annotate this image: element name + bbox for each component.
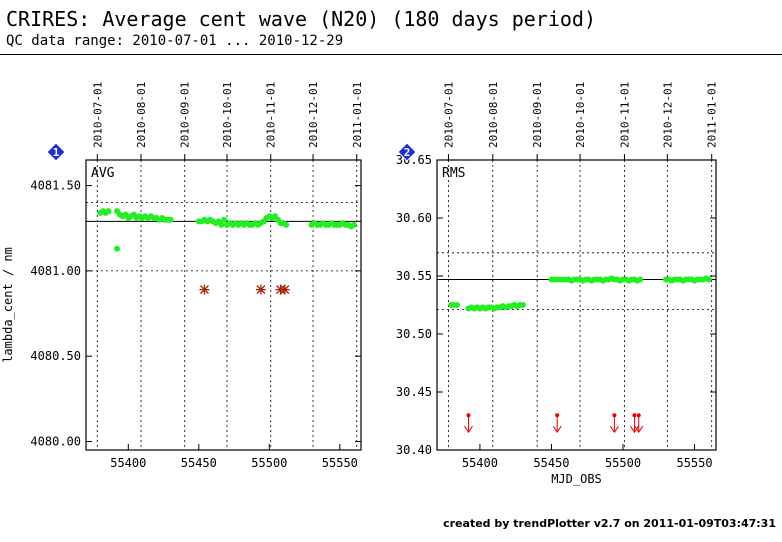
date-tick-label: 2010-10-01 bbox=[221, 82, 234, 148]
outlier-marker bbox=[199, 284, 210, 295]
data-point bbox=[454, 302, 461, 308]
date-tick-label: 2010-12-01 bbox=[661, 82, 674, 148]
panel-number: 2 bbox=[404, 146, 411, 159]
data-point bbox=[350, 221, 357, 228]
out-of-range-arrow bbox=[609, 413, 619, 434]
rms-panel: 2010-07-01 2010-08-01 2010-09-01 2010-10-01… bbox=[396, 82, 719, 486]
date-tick-label: 2010-08-01 bbox=[135, 82, 148, 148]
out-of-range-arrow bbox=[630, 413, 639, 434]
y-tick-label: 30.55 bbox=[396, 269, 432, 283]
x-tick-label: 55400 bbox=[462, 456, 498, 470]
data-point bbox=[105, 208, 112, 215]
panel-number-badge bbox=[397, 142, 417, 162]
x-tick-label: 55500 bbox=[605, 456, 641, 470]
date-tick-label: 2011-01-01 bbox=[706, 82, 719, 148]
date-tick-label: 2011-01-01 bbox=[351, 82, 364, 148]
plot-frame bbox=[85, 159, 362, 451]
arrow-head bbox=[464, 425, 473, 434]
x-tick-label: 55550 bbox=[676, 456, 712, 470]
panel-label: AVG bbox=[91, 166, 115, 181]
plot-frame bbox=[436, 159, 717, 451]
y-tick-label: 4081.50 bbox=[30, 179, 81, 193]
date-tick-label: 2010-07-01 bbox=[442, 82, 455, 148]
arrow-head bbox=[552, 425, 562, 434]
y-tick-label: 4080.00 bbox=[30, 434, 81, 448]
outlier-stroke bbox=[280, 285, 290, 295]
date-tick-label: 2010-11-01 bbox=[618, 82, 631, 148]
page-subtitle: QC data range: 2010-07-01 ... 2010-12-29 bbox=[6, 33, 344, 49]
y-axis-label: lambda_cent / nm bbox=[1, 247, 15, 363]
arrow-head bbox=[634, 425, 644, 434]
x-tick-label: 55400 bbox=[110, 456, 146, 470]
data-point bbox=[283, 221, 290, 228]
y-tick-label: 30.40 bbox=[396, 443, 432, 457]
avg-panel: 2010-07-01 2010-08-01 2010-09-01 2010-10-01… bbox=[1, 82, 364, 470]
date-tick-label: 2010-11-01 bbox=[265, 82, 278, 148]
date-tick-label: 2010-12-01 bbox=[307, 82, 320, 148]
out-of-range-arrow bbox=[552, 413, 562, 434]
data-point bbox=[705, 276, 712, 283]
y-tick-label: 30.50 bbox=[396, 327, 432, 341]
date-tick-label: 2010-08-01 bbox=[487, 82, 500, 148]
panel-number-badge bbox=[46, 142, 66, 162]
data-point bbox=[218, 221, 225, 228]
data-point bbox=[114, 245, 121, 252]
outlier-marker bbox=[279, 284, 290, 295]
y-tick-label: 4080.50 bbox=[30, 349, 81, 363]
y-tick-label: 30.60 bbox=[396, 211, 432, 225]
date-tick-label: 2010-09-01 bbox=[531, 82, 544, 148]
outlier-marker bbox=[255, 284, 266, 295]
y-tick-label: 30.45 bbox=[396, 385, 432, 399]
data-point bbox=[637, 276, 644, 283]
panel-number: 1 bbox=[53, 146, 60, 159]
date-tick-label: 2010-09-01 bbox=[179, 82, 192, 148]
out-of-range-arrow bbox=[464, 413, 473, 434]
x-tick-label: 55450 bbox=[533, 456, 569, 470]
x-tick-label: 55500 bbox=[251, 456, 287, 470]
date-tick-label: 2010-10-01 bbox=[574, 82, 587, 148]
panel-label: RMS bbox=[442, 166, 465, 181]
outlier-stroke bbox=[256, 285, 266, 295]
x-axis-label: MJD_OBS bbox=[551, 472, 602, 486]
page-title: CRIRES: Average cent wave (N20) (180 day… bbox=[6, 7, 597, 31]
data-point bbox=[221, 216, 228, 223]
y-tick-label: 4081.00 bbox=[30, 264, 81, 278]
data-point bbox=[519, 302, 526, 308]
x-tick-label: 55450 bbox=[181, 456, 217, 470]
outlier-stroke bbox=[200, 285, 209, 295]
data-point bbox=[167, 216, 174, 223]
date-tick-label: 2010-07-01 bbox=[91, 82, 104, 148]
arrow-head bbox=[609, 425, 619, 434]
x-tick-label: 55550 bbox=[322, 456, 358, 470]
arrow-head bbox=[630, 425, 639, 434]
footer-credit: created by trendPlotter v2.7 on 2011-01-… bbox=[443, 517, 776, 530]
header-divider bbox=[0, 54, 782, 55]
out-of-range-arrow bbox=[634, 413, 644, 434]
